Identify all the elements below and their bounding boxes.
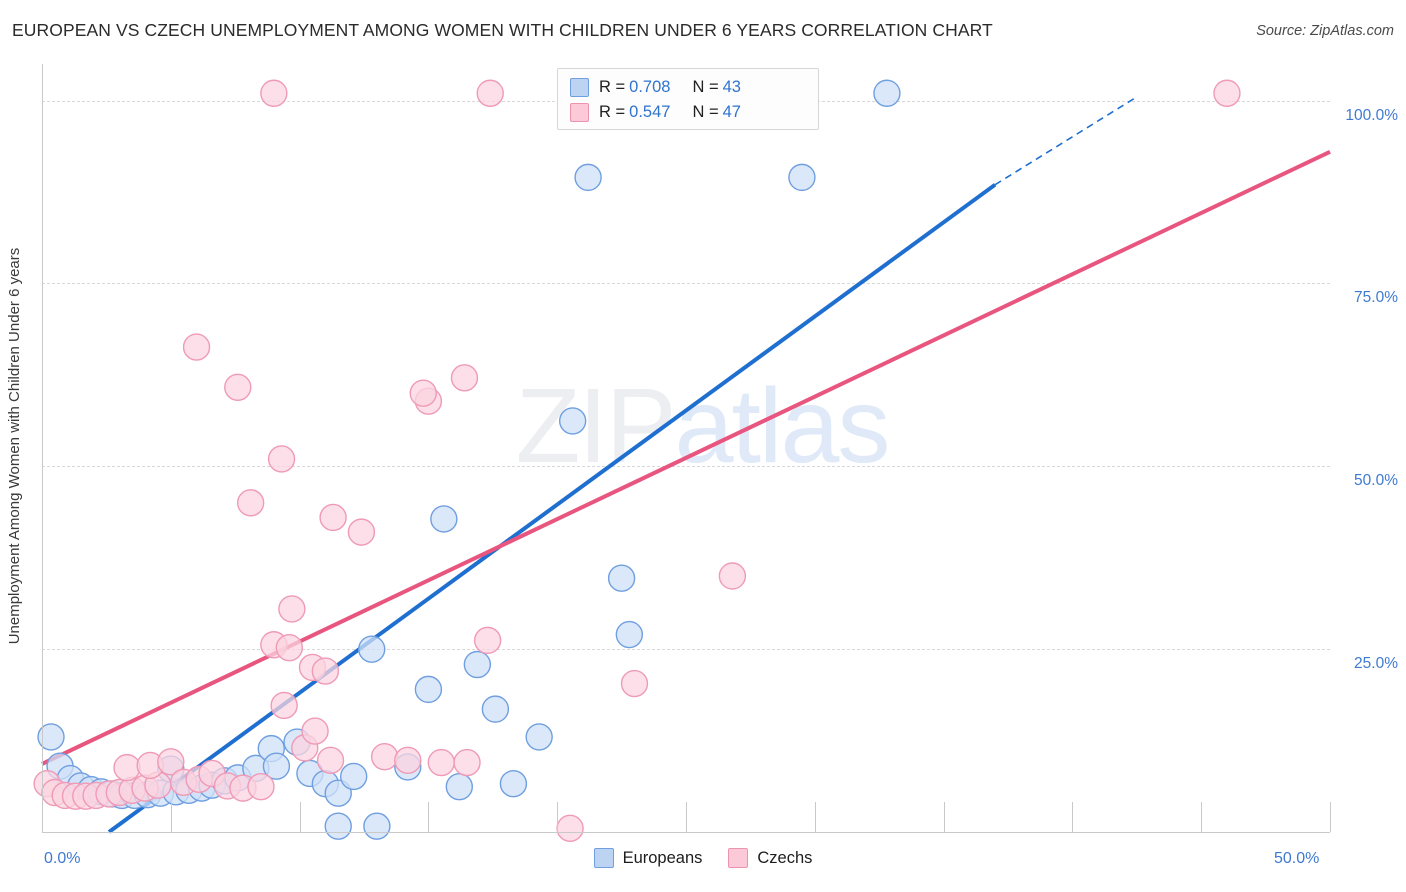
- data-point[interactable]: [224, 373, 252, 401]
- x-axis-tick: [170, 802, 172, 832]
- data-point[interactable]: [262, 752, 291, 780]
- data-point[interactable]: [311, 657, 340, 685]
- x-axis-line: [42, 832, 1330, 833]
- legend-label-czechs: Czechs: [757, 848, 813, 867]
- data-point[interactable]: [615, 620, 644, 649]
- data-point[interactable]: [718, 562, 747, 590]
- r-value-czechs: 0.547: [629, 103, 671, 121]
- y-axis-title: Unemployment Among Women with Children U…: [0, 0, 28, 892]
- data-point[interactable]: [113, 753, 141, 782]
- europeans-swatch-icon: [570, 78, 589, 97]
- gridline: [42, 466, 1330, 468]
- n-value-europeans: 43: [722, 78, 741, 96]
- x-axis-tick: [428, 802, 430, 832]
- gridline: [42, 649, 1330, 651]
- data-point[interactable]: [414, 675, 443, 704]
- data-point[interactable]: [499, 770, 528, 798]
- y-axis-tick-label: 50.0%: [1354, 472, 1398, 490]
- legend-swatch-europeans-icon: [593, 848, 614, 868]
- x-axis-tick: [943, 802, 945, 832]
- x-axis-tick: [1201, 802, 1203, 832]
- data-point[interactable]: [453, 748, 481, 777]
- data-point[interactable]: [157, 748, 185, 776]
- n-label-czechs: N =: [692, 103, 719, 121]
- y-axis-line: [42, 64, 43, 832]
- r-label-europeans: R =: [599, 78, 626, 96]
- data-point[interactable]: [347, 518, 376, 546]
- data-point[interactable]: [1213, 79, 1241, 107]
- trendline-czechs: [41, 149, 1331, 766]
- legend-swatch-czechs-icon: [728, 848, 749, 868]
- trendline-europeans: [107, 183, 997, 834]
- data-point[interactable]: [339, 762, 368, 791]
- data-point[interactable]: [476, 79, 504, 107]
- x-axis-tick: [557, 802, 559, 832]
- data-point[interactable]: [363, 812, 391, 840]
- data-point[interactable]: [278, 595, 306, 623]
- data-point[interactable]: [463, 650, 492, 679]
- x-axis-tick: [686, 802, 687, 832]
- data-point[interactable]: [275, 633, 303, 662]
- data-point[interactable]: [358, 635, 386, 663]
- source-label: Source: ZipAtlas.com: [1256, 23, 1394, 39]
- y-axis-tick-label: 25.0%: [1354, 655, 1398, 673]
- data-point[interactable]: [182, 333, 211, 361]
- data-point[interactable]: [873, 79, 901, 107]
- x-axis-tick-label: 50.0%: [1274, 850, 1320, 867]
- y-axis-tick-label: 75.0%: [1354, 289, 1398, 307]
- correlation-stats-box: R = 0.708 N = 43 R = 0.547 N = 47: [557, 68, 819, 130]
- data-point[interactable]: [788, 163, 816, 192]
- czechs-swatch-icon: [570, 103, 589, 122]
- chart-legend: Europeans Czechs: [0, 848, 1406, 868]
- data-point[interactable]: [37, 723, 65, 751]
- y-axis-tick-label: 100.0%: [1345, 106, 1398, 124]
- r-label-czechs: R =: [599, 103, 626, 121]
- data-point[interactable]: [270, 691, 298, 720]
- stats-row-czechs: R = 0.547 N = 47: [570, 100, 808, 125]
- data-point[interactable]: [394, 746, 422, 775]
- data-point[interactable]: [267, 445, 296, 473]
- data-point[interactable]: [620, 669, 649, 698]
- data-point[interactable]: [558, 407, 587, 435]
- data-point[interactable]: [430, 505, 458, 533]
- trendline-extension-europeans: [994, 96, 1138, 186]
- n-value-czechs: 47: [722, 103, 741, 121]
- data-point[interactable]: [445, 772, 474, 801]
- data-point[interactable]: [473, 626, 502, 655]
- page-title: EUROPEAN VS CZECH UNEMPLOYMENT AMONG WOM…: [12, 20, 993, 40]
- x-axis-tick: [299, 802, 301, 832]
- data-point[interactable]: [427, 748, 455, 777]
- x-axis-tick: [814, 802, 816, 832]
- data-point[interactable]: [574, 163, 602, 192]
- x-axis-tick-label: 0.0%: [44, 850, 81, 867]
- y-axis-title-text: Unemployment Among Women with Children U…: [5, 247, 23, 645]
- plot-area: ZIPatlas: [33, 64, 1331, 843]
- data-point[interactable]: [409, 379, 437, 407]
- data-layer: [33, 79, 1331, 843]
- x-axis-tick: [1072, 802, 1074, 832]
- data-point[interactable]: [301, 717, 329, 745]
- data-point[interactable]: [316, 746, 345, 775]
- n-label-europeans: N =: [692, 78, 719, 96]
- data-point[interactable]: [324, 812, 352, 840]
- legend-label-europeans: Europeans: [622, 848, 703, 867]
- data-point[interactable]: [481, 695, 510, 723]
- legend-item-czechs[interactable]: Czechs: [728, 848, 812, 868]
- legend-item-europeans[interactable]: Europeans: [593, 848, 703, 868]
- stats-row-europeans: R = 0.708 N = 43: [570, 75, 808, 100]
- gridline: [42, 283, 1330, 285]
- r-value-europeans: 0.708: [629, 78, 671, 96]
- data-point[interactable]: [607, 564, 636, 592]
- data-point[interactable]: [525, 723, 553, 751]
- data-point[interactable]: [260, 79, 288, 107]
- data-point[interactable]: [450, 364, 479, 392]
- x-axis-tick: [1330, 802, 1331, 832]
- data-point[interactable]: [236, 489, 265, 517]
- data-point[interactable]: [247, 772, 275, 801]
- data-point[interactable]: [370, 742, 399, 771]
- data-point[interactable]: [319, 503, 347, 532]
- data-point[interactable]: [556, 814, 584, 843]
